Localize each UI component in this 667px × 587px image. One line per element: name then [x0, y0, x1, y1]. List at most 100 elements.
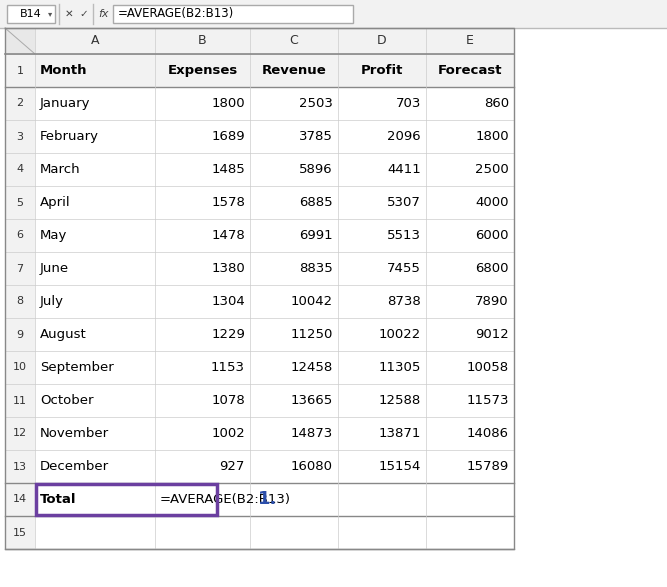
Text: 13871: 13871 [379, 427, 421, 440]
Text: 1800: 1800 [476, 130, 509, 143]
Text: E: E [466, 35, 474, 48]
Text: 5513: 5513 [387, 229, 421, 242]
Text: 14086: 14086 [467, 427, 509, 440]
Bar [5, 318, 35, 351]
Text: 4411: 4411 [388, 163, 421, 176]
Bar [5, 54, 35, 87]
FancyBboxPatch shape [113, 5, 353, 23]
Text: 5307: 5307 [387, 196, 421, 209]
Text: ▾: ▾ [48, 9, 52, 19]
Text: B14: B14 [20, 9, 42, 19]
Bar [5, 285, 35, 318]
Text: C: C [289, 35, 298, 48]
Text: 6: 6 [17, 231, 23, 241]
Text: 15: 15 [13, 528, 27, 538]
Text: 8738: 8738 [388, 295, 421, 308]
Text: A: A [91, 35, 99, 48]
Bar [5, 384, 35, 417]
Text: 7455: 7455 [387, 262, 421, 275]
Text: 4000: 4000 [476, 196, 509, 209]
Text: 1229: 1229 [211, 328, 245, 341]
Bar [5, 120, 35, 153]
Text: ✓: ✓ [79, 9, 88, 19]
Text: 3: 3 [17, 131, 23, 141]
Bar [5, 516, 35, 549]
Bar [5, 186, 35, 219]
Bar [5, 450, 35, 483]
Text: 860: 860 [484, 97, 509, 110]
FancyBboxPatch shape [7, 5, 55, 23]
Bar [5, 351, 35, 384]
Text: 1078: 1078 [211, 394, 245, 407]
Text: October: October [40, 394, 93, 407]
Text: 1800: 1800 [211, 97, 245, 110]
Text: 1002: 1002 [211, 427, 245, 440]
Bar [5, 483, 35, 516]
Text: 3785: 3785 [299, 130, 333, 143]
Text: 1153: 1153 [211, 361, 245, 374]
Text: 15154: 15154 [379, 460, 421, 473]
Text: December: December [40, 460, 109, 473]
Text: September: September [40, 361, 114, 374]
Text: 9: 9 [17, 329, 23, 339]
Bar [5, 87, 35, 120]
Text: March: March [40, 163, 81, 176]
Bar [5, 153, 35, 186]
Text: 10042: 10042 [291, 295, 333, 308]
Bar [250, 28, 338, 54]
Text: 6800: 6800 [476, 262, 509, 275]
Text: 1689: 1689 [211, 130, 245, 143]
Text: 1485: 1485 [211, 163, 245, 176]
Text: 16080: 16080 [291, 460, 333, 473]
Text: D: D [377, 35, 387, 48]
Text: 12: 12 [13, 429, 27, 438]
Bar [426, 28, 514, 54]
Text: 10: 10 [13, 363, 27, 373]
Bar [5, 219, 35, 252]
Bar [5, 417, 35, 450]
Text: 1380: 1380 [211, 262, 245, 275]
Text: 13665: 13665 [291, 394, 333, 407]
Text: ✕: ✕ [65, 9, 74, 19]
Text: May: May [40, 229, 67, 242]
Text: 6991: 6991 [299, 229, 333, 242]
Text: Month: Month [40, 64, 87, 77]
Bar [155, 28, 250, 54]
Text: 5896: 5896 [299, 163, 333, 176]
Bar [5, 28, 35, 54]
Text: August: August [40, 328, 87, 341]
Bar [338, 28, 426, 54]
Text: 1.: 1. [258, 491, 277, 508]
Bar [0, 0, 667, 28]
Text: Forecast: Forecast [438, 64, 502, 77]
Text: 703: 703 [396, 97, 421, 110]
Text: 8: 8 [17, 296, 23, 306]
Text: 11573: 11573 [466, 394, 509, 407]
Text: =AVERAGE(B2:B13): =AVERAGE(B2:B13) [160, 493, 291, 506]
Text: 1578: 1578 [211, 196, 245, 209]
Text: Profit: Profit [361, 64, 403, 77]
Text: 2: 2 [17, 99, 23, 109]
Text: =AVERAGE(B2:B13): =AVERAGE(B2:B13) [118, 8, 234, 21]
Text: 15789: 15789 [467, 460, 509, 473]
Text: July: July [40, 295, 64, 308]
Text: 4: 4 [17, 164, 23, 174]
Text: 11: 11 [13, 396, 27, 406]
Bar [5, 252, 35, 285]
Text: Expenses: Expenses [167, 64, 237, 77]
Text: 7890: 7890 [476, 295, 509, 308]
Text: Revenue: Revenue [261, 64, 326, 77]
Bar [35, 54, 514, 87]
Text: 11250: 11250 [291, 328, 333, 341]
Text: June: June [40, 262, 69, 275]
Text: Total: Total [40, 493, 77, 506]
Text: 6000: 6000 [476, 229, 509, 242]
Text: 12588: 12588 [379, 394, 421, 407]
Text: 12458: 12458 [291, 361, 333, 374]
Text: February: February [40, 130, 99, 143]
Text: 1: 1 [17, 66, 23, 76]
Text: 10022: 10022 [379, 328, 421, 341]
Text: 14: 14 [13, 494, 27, 504]
Text: January: January [40, 97, 91, 110]
Text: fx: fx [98, 9, 109, 19]
